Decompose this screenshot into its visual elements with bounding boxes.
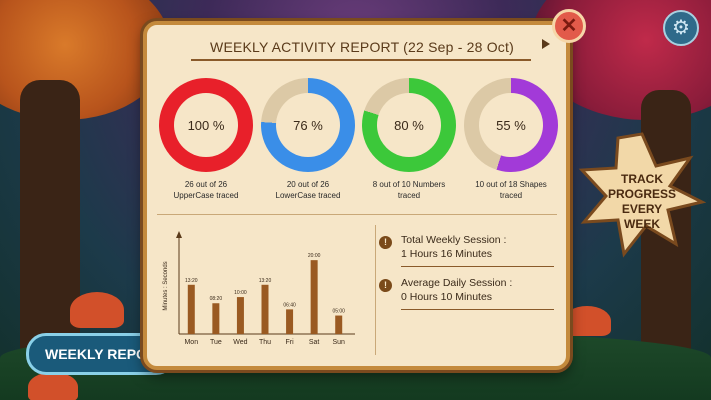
- bar-value-label: 10:00: [234, 290, 247, 296]
- daily-session-chart: Minutes : Seconds 13:20 Mon 08:20 Tue 10:00 We…: [155, 230, 365, 360]
- x-tick-label: Sat: [309, 339, 320, 346]
- chart-bar: [212, 303, 220, 334]
- ring-percent-label: 100 %: [187, 117, 225, 133]
- bar-value-label: 06:40: [283, 302, 296, 308]
- total-session-label: Total Weekly Session :: [401, 234, 507, 246]
- bar-value-label: 05:00: [332, 309, 345, 315]
- x-tick-label: Tue: [210, 339, 222, 346]
- section-divider: [157, 214, 557, 215]
- ring-percent-label: 80 %: [394, 117, 424, 133]
- numbers-caption: 8 out of 10 Numbers traced: [372, 180, 446, 200]
- numbers-progress-ring: 80 %: [362, 78, 456, 172]
- bar-chart-svg: Minutes : Seconds 13:20 Mon 08:20 Tue 10:00 We…: [163, 231, 355, 346]
- shapes-progress-ring: 55 %: [464, 78, 558, 172]
- mushroom: [563, 306, 611, 336]
- close-button[interactable]: ✕: [552, 9, 586, 43]
- y-axis-arrow: [176, 231, 182, 238]
- star-badge: [578, 132, 706, 258]
- info-icon: !: [379, 279, 392, 292]
- shapes-caption: 10 out of 18 Shapes traced: [475, 180, 547, 200]
- chart-bar: [310, 260, 318, 334]
- chart-bar: [261, 284, 269, 334]
- bar-value-label: 13:20: [185, 278, 198, 284]
- star-badge-shape: [578, 132, 706, 258]
- info-icon: !: [379, 236, 392, 249]
- bar-value-label: 13:20: [259, 278, 272, 284]
- bar-value-label: 08:20: [210, 296, 223, 302]
- ring-percent-label: 55 %: [496, 117, 526, 133]
- chart-bar: [187, 284, 195, 334]
- chart-bar: [286, 309, 294, 334]
- chart-bar: [236, 297, 244, 334]
- lowercase-progress-ring: 76 %: [261, 78, 355, 172]
- title-underline: [191, 59, 531, 61]
- total-session-value: 1 Hours 16 Minutes: [401, 248, 493, 260]
- x-tick-label: Fri: [285, 339, 294, 346]
- report-title: WEEKLY ACTIVITY REPORT (22 Sep - 28 Oct): [210, 39, 514, 55]
- section-divider-vertical: [375, 225, 376, 355]
- mushroom: [70, 292, 124, 328]
- mushroom: [28, 372, 78, 400]
- settings-button[interactable]: ⚙: [663, 10, 699, 46]
- play-arrow-icon[interactable]: [542, 39, 550, 49]
- x-tick-label: Mon: [184, 339, 198, 346]
- gear-icon: ⚙: [672, 17, 690, 39]
- uppercase-caption: 26 out of 26 UpperCase traced: [173, 180, 239, 200]
- chart-bar: [335, 315, 343, 334]
- ring-percent-label: 76 %: [293, 117, 323, 133]
- average-session-label: Average Daily Session :: [401, 277, 513, 289]
- average-session-value: 0 Hours 10 Minutes: [401, 291, 493, 303]
- x-tick-label: Thu: [259, 339, 271, 346]
- star-badge-text: TRACK PROGRESS EVERY WEEK: [607, 172, 676, 231]
- y-axis-label: Minutes : Seconds: [163, 261, 169, 310]
- uppercase-progress-ring: 100 %: [159, 78, 253, 172]
- report-dialog: WEEKLY ACTIVITY REPORT (22 Sep - 28 Oct)…: [143, 21, 570, 370]
- close-icon: ✕: [560, 15, 578, 37]
- lowercase-caption: 20 out of 26 LowerCase traced: [275, 180, 341, 200]
- bar-value-label: 20:00: [308, 253, 321, 259]
- stat-underline: [401, 266, 554, 267]
- stat-underline: [401, 309, 554, 310]
- x-tick-label: Sun: [332, 339, 345, 346]
- x-tick-label: Wed: [233, 339, 247, 346]
